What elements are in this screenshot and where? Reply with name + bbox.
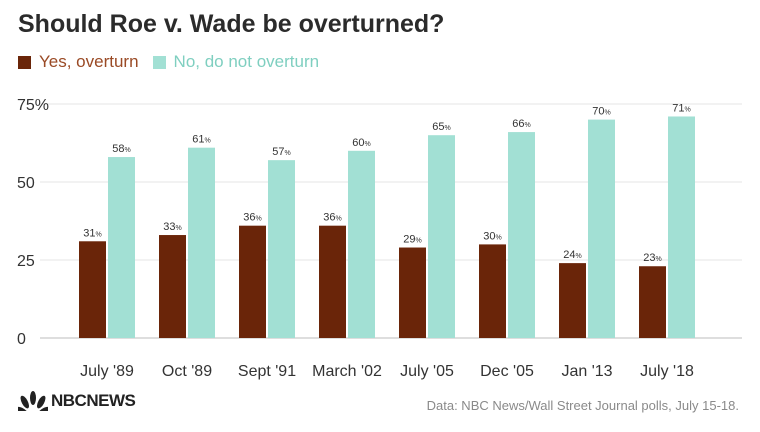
x-tick-label: Dec '05 (480, 363, 534, 380)
bar (159, 235, 186, 338)
bar (268, 160, 295, 338)
bar (188, 147, 215, 338)
data-label: 23% (643, 252, 661, 264)
data-label: 66% (512, 118, 530, 130)
bar (479, 244, 506, 338)
bar (508, 132, 535, 338)
x-tick-label: Oct '89 (162, 363, 212, 380)
data-label: 33% (163, 221, 181, 233)
data-label: 60% (352, 137, 370, 149)
bar (668, 116, 695, 338)
data-label: 65% (432, 121, 450, 133)
x-tick-label: March '02 (312, 363, 382, 380)
data-label: 30% (483, 230, 501, 242)
y-tick-label: 50 (17, 175, 35, 192)
legend-label-yes: Yes, overturn (39, 52, 139, 71)
y-tick-label: 25 (17, 253, 35, 270)
bar (428, 135, 455, 338)
data-label: 57% (272, 146, 290, 158)
bar (239, 225, 266, 338)
legend-item-no: No, do not overturn (152, 52, 320, 72)
legend-item-yes: Yes, overturn (18, 52, 139, 72)
chart-title: Should Roe v. Wade be overturned? (18, 10, 445, 38)
legend-swatch-no (152, 55, 166, 69)
peacock-icon (18, 391, 48, 411)
bar (559, 263, 586, 338)
bar (348, 150, 375, 338)
data-label: 36% (323, 212, 341, 224)
y-tick-label: 75% (17, 97, 49, 114)
legend: Yes, overturn No, do not overturn (18, 52, 333, 72)
data-label: 36% (243, 212, 261, 224)
x-tick-label: July '05 (400, 363, 454, 380)
bar (399, 247, 426, 338)
bar (108, 157, 135, 338)
bar (639, 266, 666, 338)
data-label: 70% (592, 106, 610, 118)
data-label: 31% (83, 227, 101, 239)
data-label: 24% (563, 249, 581, 261)
logo-text: NBCNEWS (51, 391, 136, 410)
x-tick-label: July '89 (80, 363, 134, 380)
legend-swatch-yes (18, 55, 31, 69)
legend-label-no: No, do not overturn (173, 52, 320, 71)
bar (588, 119, 615, 338)
x-tick-label: Sept '91 (238, 363, 296, 380)
data-label: 58% (112, 143, 130, 155)
bar (319, 225, 346, 338)
x-tick-label: Jan '13 (561, 363, 612, 380)
bar (79, 241, 106, 338)
data-label: 71% (672, 102, 690, 114)
nbc-news-logo: NBCNEWS (18, 391, 136, 411)
y-tick-label: 0 (17, 331, 26, 348)
data-label: 29% (403, 234, 421, 246)
data-label: 61% (192, 134, 210, 146)
source-note: Data: NBC News/Wall Street Journal polls… (426, 398, 739, 413)
x-tick-label: July '18 (640, 363, 694, 380)
